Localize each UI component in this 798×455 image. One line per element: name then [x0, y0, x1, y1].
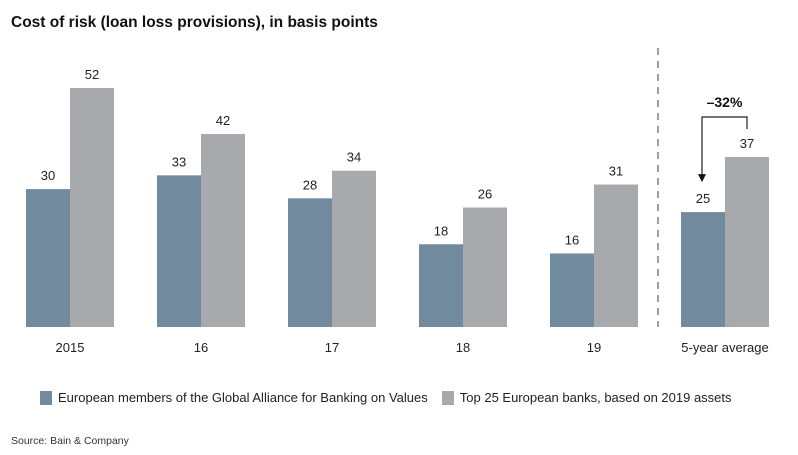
data-label: 37 [740, 136, 754, 151]
source-note: Source: Bain & Company [11, 435, 129, 447]
data-label: 33 [172, 154, 186, 169]
legend: European members of the Global Alliance … [40, 390, 746, 405]
bar-gabv-0 [26, 189, 70, 327]
bar-gabv-5 [681, 212, 725, 327]
bar-gabv-1 [157, 175, 201, 327]
legend-label-top25: Top 25 European banks, based on 2019 ass… [459, 390, 732, 405]
data-label: 42 [216, 113, 230, 128]
data-label: 52 [85, 67, 99, 82]
bar-top25-3 [463, 207, 507, 327]
data-label: 16 [565, 232, 579, 247]
category-label: 17 [325, 340, 339, 355]
category-label: 2015 [56, 340, 85, 355]
category-label: 16 [194, 340, 208, 355]
legend-swatch-gabv [40, 390, 52, 405]
bar-gabv-2 [288, 198, 332, 327]
category-label: 18 [456, 340, 470, 355]
chart-title: Cost of risk (loan loss provisions), in … [11, 14, 378, 31]
legend-swatch-top25 [441, 390, 454, 405]
data-label: 28 [303, 177, 317, 192]
legend-label-gabv: European members of the Global Alliance … [58, 390, 428, 405]
data-label: 34 [347, 150, 361, 165]
bar-top25-5 [725, 156, 769, 327]
bar-top25-0 [70, 88, 114, 327]
legend-item-top25: Top 25 European banks, based on 2019 ass… [441, 390, 732, 405]
legend-item-gabv: European members of the Global Alliance … [40, 390, 428, 405]
bar-gabv-4 [550, 253, 594, 327]
data-label: 30 [41, 168, 55, 183]
data-label: 31 [609, 164, 623, 179]
data-label: 18 [434, 223, 448, 238]
bar-top25-1 [201, 133, 245, 327]
data-label: 26 [478, 187, 492, 202]
bar-top25-4 [594, 184, 638, 327]
data-label: 25 [696, 191, 710, 206]
annotation-arrow [701, 116, 748, 177]
bar-top25-2 [332, 170, 376, 327]
bar-gabv-3 [419, 244, 463, 327]
category-label: 5-year average [681, 340, 768, 355]
category-label: 19 [587, 340, 601, 355]
bar-chart: 30 52 2015 33 42 16 28 34 17 18 26 18 16 31 19 25 37 5-ye… [26, 48, 769, 355]
arrow-head-icon [698, 174, 706, 183]
change-annotation: –32% [707, 94, 743, 110]
